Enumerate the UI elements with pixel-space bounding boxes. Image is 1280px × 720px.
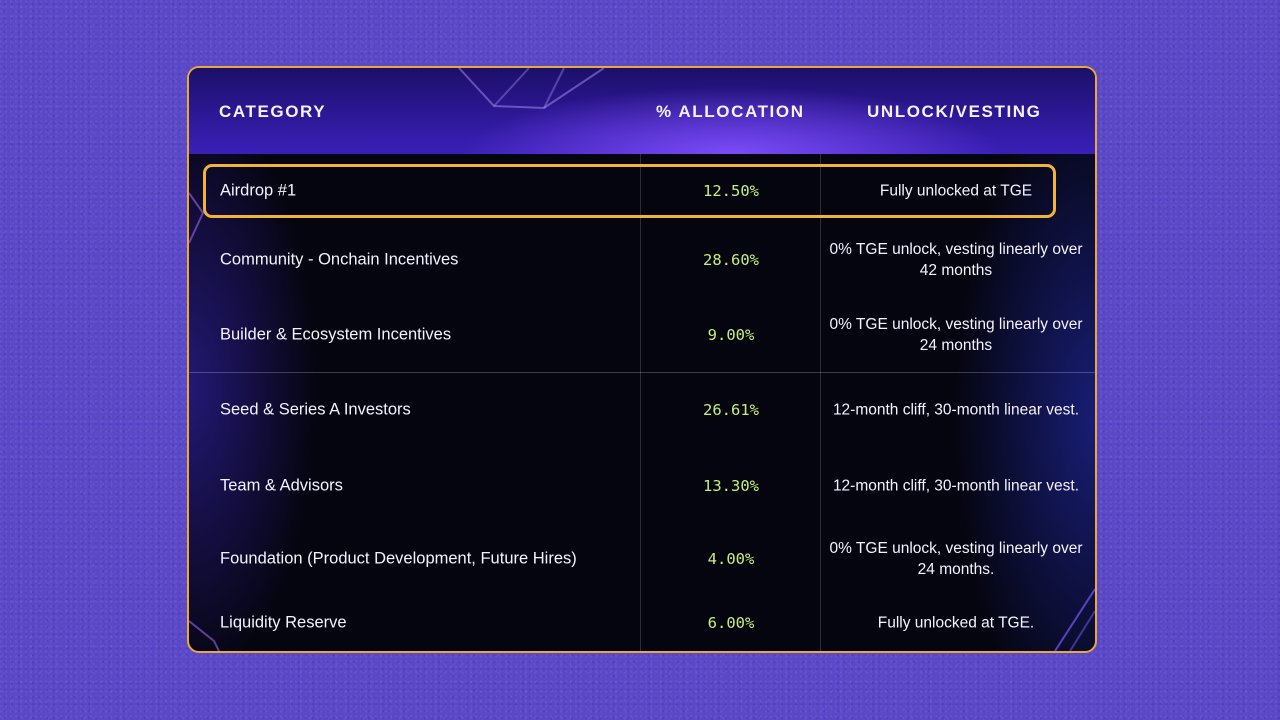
row-unlock: 12-month cliff, 30-month linear vest. [832, 401, 1080, 419]
section-divider [189, 372, 1095, 373]
row-allocation: 6.00% [707, 614, 755, 632]
row-unlock: Fully unlocked at TGE. [877, 614, 1035, 632]
table-row: Seed & Series A Investors 26.61% 12-mont… [189, 380, 1095, 440]
row-category: Builder & Ecosystem Incentives [220, 325, 452, 344]
row-allocation: 9.00% [707, 326, 755, 344]
row-category: Liquidity Reserve [220, 613, 347, 632]
header-unlock-vesting: UNLOCK/VESTING [867, 102, 1042, 121]
table-header: CATEGORY % ALLOCATION UNLOCK/VESTING [189, 68, 1095, 154]
row-category: Foundation (Product Development, Future … [220, 549, 577, 568]
row-allocation: 26.61% [703, 401, 759, 419]
cube-decoration-icon [458, 68, 605, 110]
table-row: Foundation (Product Development, Future … [189, 529, 1095, 589]
table-row: Airdrop #1 12.50% Fully unlocked at TGE [189, 164, 1095, 218]
header-allocation: % ALLOCATION [656, 102, 805, 121]
row-category: Community - Onchain Incentives [220, 250, 459, 269]
row-unlock: 0% TGE unlock, vesting linearly over 24 … [829, 316, 1083, 354]
header-category: CATEGORY [219, 102, 327, 121]
column-divider [640, 154, 641, 651]
tokenomics-table-card: CATEGORY % ALLOCATION UNLOCK/VESTING Air… [187, 66, 1097, 653]
row-unlock: 0% TGE unlock, vesting linearly over 42 … [829, 241, 1083, 279]
row-category: Seed & Series A Investors [220, 400, 411, 419]
column-divider [820, 154, 821, 651]
table-row: Builder & Ecosystem Incentives 9.00% 0% … [189, 305, 1095, 365]
table-row: Liquidity Reserve 6.00% Fully unlocked a… [189, 598, 1095, 648]
row-allocation: 13.30% [703, 477, 759, 495]
row-allocation: 4.00% [707, 550, 755, 568]
row-category: Airdrop #1 [220, 181, 297, 200]
table-row: Community - Onchain Incentives 28.60% 0%… [189, 230, 1095, 290]
highlight-box [203, 164, 1056, 218]
row-category: Team & Advisors [220, 476, 343, 495]
row-unlock: 0% TGE unlock, vesting linearly over 24 … [829, 540, 1083, 578]
row-allocation: 12.50% [703, 182, 759, 200]
row-unlock: Fully unlocked at TGE [879, 182, 1033, 200]
row-allocation: 28.60% [703, 251, 759, 269]
table-row: Team & Advisors 13.30% 12-month cliff, 3… [189, 456, 1095, 516]
row-unlock: 12-month cliff, 30-month linear vest. [832, 477, 1080, 495]
